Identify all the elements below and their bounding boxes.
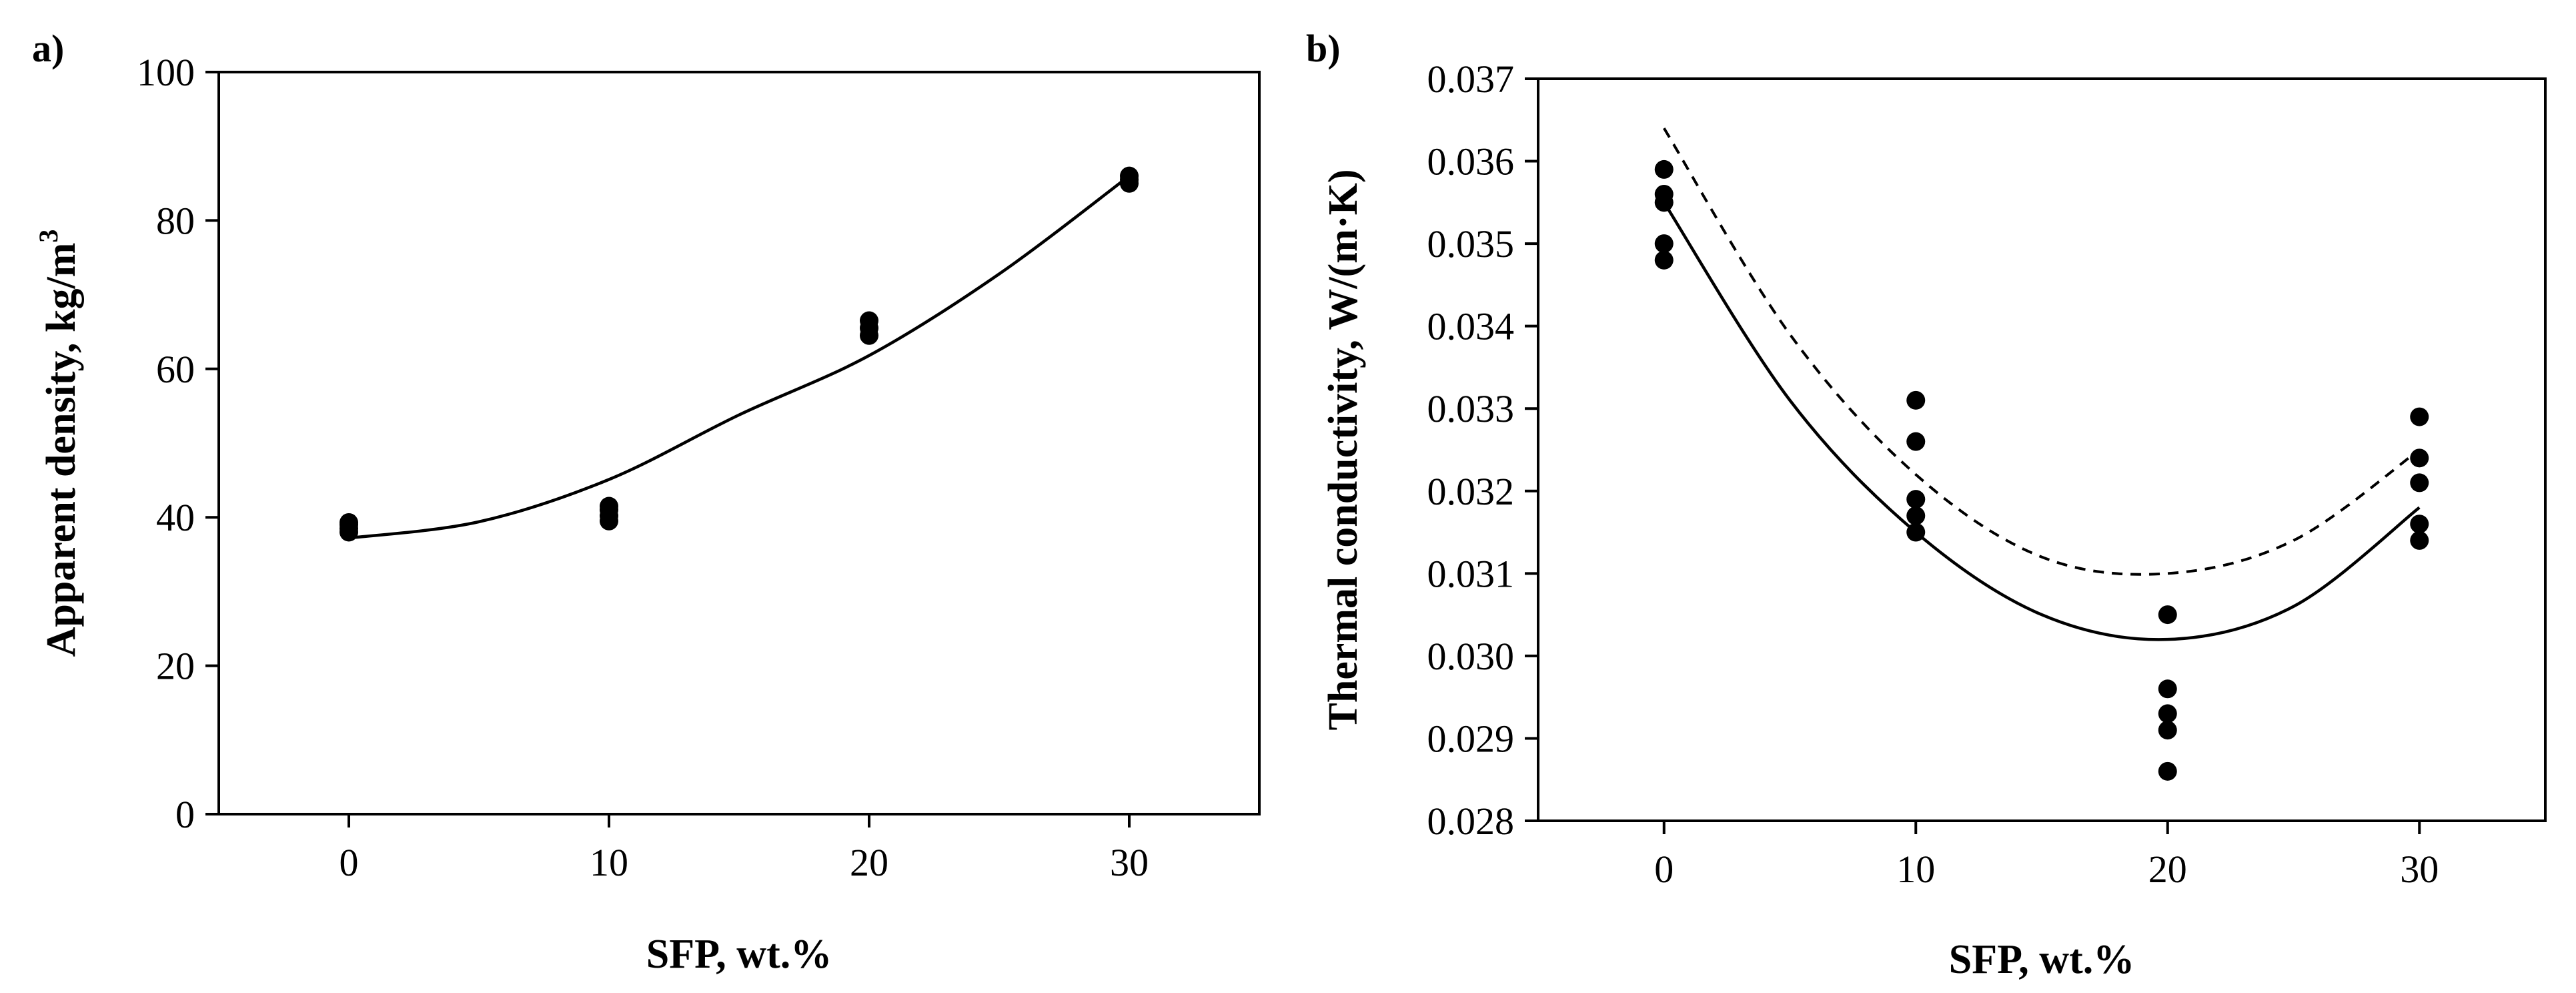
panel-b-data-point [2158,704,2177,723]
panel-a-y-tick-label: 100 [137,51,195,94]
panel-b-data-point [2410,515,2429,534]
panel-a-fit-lines [348,174,1131,540]
panel-a: a) 0 10 20 30 0 20 40 60 80 100 SFP, wt.% Apparen… [32,27,1261,977]
panel-b-y-tick-label: 0.028 [1427,799,1515,843]
panel-a-y-axis-label-text: Apparent density, kg/m [39,243,84,657]
panel-b-y-tick-label: 0.032 [1427,470,1515,513]
panel-b-data-point [2158,679,2177,699]
panel-a-y-tick-label: 40 [156,496,195,539]
panel-a-x-tick-label: 0 [340,841,359,884]
panel-b-points [1654,159,2429,781]
panel-a-y-tick-label: 80 [156,199,195,242]
panel-a-y-tick-label: 0 [175,793,195,836]
panel-b-plot-frame [1537,77,2547,822]
panel-b-data-point [2158,761,2177,781]
panel-a-points [340,166,1139,542]
panel-b-data-point [1654,159,1674,179]
panel-b-y-tick-label: 0.029 [1427,717,1515,760]
panel-a-x-axis-label: SFP, wt.% [646,932,832,977]
panel-b-data-point [1654,234,1674,254]
panel-a-x-tick-label: 10 [590,841,628,884]
panel-b-y-tick-label: 0.033 [1427,387,1515,430]
panel-a-plot-frame [217,71,1261,815]
panel-a-solid-fit-line [348,174,1131,540]
panel-b-ticks: 0 10 20 30 0.028 0.029 0.030 0.031 0.032 0.033 0.0… [1427,57,2439,891]
panel-b-data-point [2158,721,2177,740]
panel-b-data-point [1906,506,1926,525]
panel-b-x-tick-label: 20 [2148,848,2187,891]
panel-a-y-axis-label-superscript: 3 [33,230,63,243]
panel-b-data-point [1654,250,1674,270]
panel-a-ticks: 0 10 20 30 0 20 40 60 80 100 [137,51,1149,884]
panel-b-data-point [2410,473,2429,492]
panel-b-data-point [1906,523,1926,542]
panel-b-x-tick-label: 0 [1654,848,1674,891]
panel-b-data-point [1906,390,1926,410]
panel-a-x-tick-label: 20 [850,841,888,884]
panel-b-y-tick-label: 0.035 [1427,222,1515,266]
panel-a-label: a) [32,27,64,70]
panel-b-y-tick-label: 0.030 [1427,635,1515,678]
panel-b-x-tick-label: 10 [1896,848,1935,891]
panel-b-data-point [1906,432,1926,451]
panel-b-y-tick-label: 0.031 [1427,552,1515,595]
panel-b-x-tick-label: 30 [2400,848,2439,891]
panel-a-y-tick-label: 60 [156,348,195,391]
panel-a-data-point [600,496,618,516]
panel-b-data-point [1906,490,1926,509]
panel-b-data-point [2410,531,2429,550]
panel-a-data-point [1120,166,1139,186]
panel-b-dashed-fit-line [1663,127,2421,576]
panel-a-x-tick-label: 30 [1110,841,1149,884]
panel-b-fit-lines [1662,127,2421,641]
panel-b-data-point [1654,184,1674,204]
panel-b-y-axis-label: Thermal conductivity, W/(m·K) [1321,170,1366,731]
panel-b-y-tick-label: 0.034 [1427,305,1515,348]
panel-a-data-point [860,311,878,330]
panel-b-label: b) [1306,27,1341,70]
panel-a-y-tick-label: 20 [156,645,195,688]
panel-b-y-tick-label: 0.037 [1427,57,1515,101]
panel-b-data-point [2410,407,2429,426]
panel-b: b) 0 10 20 30 0.028 0.029 0.030 0.031 0.032 0.033… [1306,27,2547,982]
panel-a-data-point [340,513,358,532]
panel-b-solid-fit-line [1662,202,2421,641]
panel-a-y-axis-label: Apparent density, kg/m3 [33,230,84,657]
panel-b-data-point [2410,448,2429,468]
panel-b-y-tick-label: 0.036 [1427,140,1515,184]
panel-b-x-axis-label: SFP, wt.% [1949,937,2134,982]
panel-b-data-point [2158,605,2177,625]
